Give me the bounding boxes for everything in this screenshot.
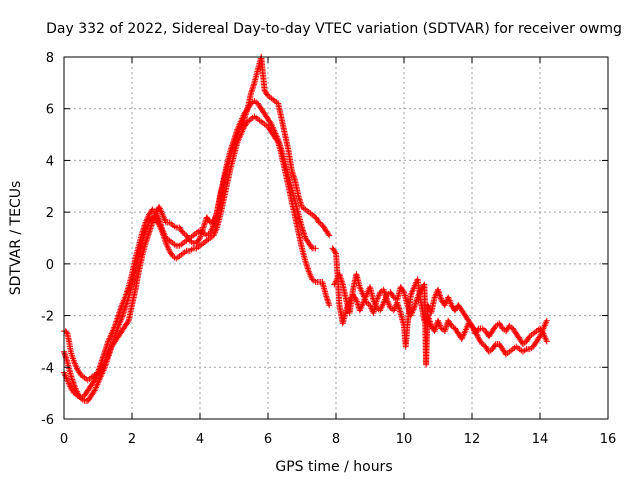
chart-title: Day 332 of 2022, Sidereal Day-to-day VTE… [46, 21, 622, 37]
x-tick-label: 6 [264, 432, 272, 447]
x-tick-label: 4 [196, 432, 204, 447]
y-axis-label: SDTVAR / TECUs [8, 181, 24, 296]
data-point-marker [325, 231, 332, 238]
data-point-marker [478, 339, 485, 346]
x-tick-label: 8 [332, 432, 340, 447]
x-tick-label: 14 [532, 432, 549, 447]
data-point-marker [389, 293, 396, 300]
data-point-marker [247, 101, 254, 108]
data-point-marker [168, 251, 175, 258]
data-point-marker [312, 245, 319, 252]
data-point-marker [498, 324, 505, 331]
data-point-marker [491, 324, 498, 331]
data-point-marker [332, 249, 339, 256]
data-point-marker [332, 278, 339, 285]
y-tick-label: 4 [46, 154, 54, 169]
data-point-marker [264, 91, 271, 98]
data-point-marker [474, 326, 481, 333]
y-tick-label: 8 [46, 51, 54, 66]
data-point-marker [332, 280, 339, 287]
y-tick-label: 6 [46, 103, 54, 118]
y-tick-label: -6 [41, 413, 54, 428]
data-point-marker [447, 321, 454, 328]
data-point-marker [315, 218, 322, 225]
data-point-marker [308, 244, 315, 251]
x-tick-label: 16 [600, 432, 617, 447]
y-tick-label: -2 [41, 310, 54, 325]
x-tick-label: 2 [128, 432, 136, 447]
x-axis-label: GPS time / hours [275, 459, 392, 475]
y-tick-label: 0 [46, 258, 54, 273]
data-markers [61, 54, 550, 404]
x-tick-label: 0 [60, 432, 68, 447]
data-point-marker [326, 232, 333, 239]
data-point-marker [124, 319, 131, 326]
data-point-marker [543, 338, 550, 345]
data-point-marker [179, 228, 186, 235]
axis-ticks: 0 2 4 6 8 10 12 14 16 -6 -4 -2 0 2 4 6 8 [41, 51, 616, 447]
x-tick-label: 10 [396, 432, 413, 447]
data-point-marker [543, 317, 550, 324]
data-point-marker [243, 119, 250, 126]
y-tick-label: -4 [41, 361, 54, 376]
data-point-marker [525, 334, 532, 341]
data-point-marker [70, 388, 77, 395]
data-point-marker [63, 329, 70, 336]
data-point-marker [491, 342, 498, 349]
data-point-marker [326, 302, 333, 309]
x-tick-label: 12 [464, 432, 481, 447]
data-point-marker [196, 236, 203, 243]
data-point-marker [331, 281, 338, 288]
data-point-marker [77, 370, 84, 377]
y-tick-label: 2 [46, 206, 54, 221]
data-point-marker [400, 288, 407, 295]
